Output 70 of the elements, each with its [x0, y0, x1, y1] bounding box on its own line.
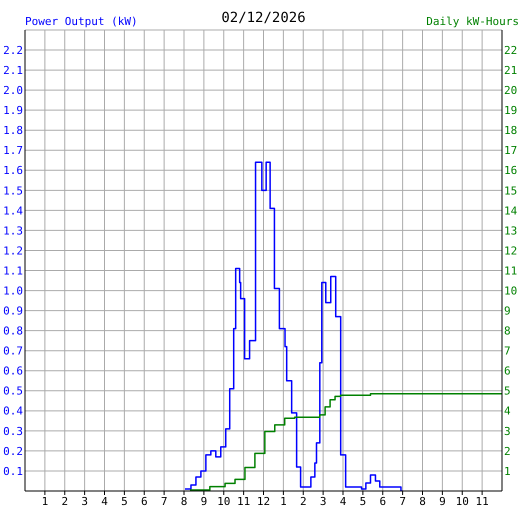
y2-tick-label: 21: [504, 64, 518, 77]
y-tick-label: 0.5: [3, 384, 23, 398]
y-tick-label: 0.2: [3, 444, 23, 458]
x-tick-label: 7: [399, 494, 406, 508]
y-tick-label: 1.6: [3, 164, 23, 178]
x-tick-label: 9: [200, 494, 208, 508]
y2-tick-label: 13: [504, 224, 518, 238]
x-tick-label: 6: [140, 494, 148, 508]
y2-tick-label: 5: [504, 384, 511, 398]
x-tick-label: 8: [180, 494, 188, 508]
y-tick-label: 1.2: [3, 244, 23, 258]
y2-tick-label: 9: [504, 304, 511, 318]
y-tick-label: 0.9: [3, 304, 23, 318]
x-tick-label: 3: [320, 494, 326, 508]
y-axis-title: Power Output (kW): [25, 15, 138, 28]
chart-title: 02/12/2026: [221, 10, 306, 26]
y2-tick-label: 6: [504, 364, 511, 378]
x-tick-label: 2: [300, 494, 307, 508]
x-tick-label: 1: [42, 494, 48, 508]
y2-tick-label: 12: [504, 244, 518, 258]
y2-tick-label: 18: [504, 124, 518, 138]
x-tick-label: 6: [379, 494, 386, 508]
y2-tick-label: 20: [504, 84, 518, 98]
x-tick-label: 8: [419, 494, 426, 508]
x-tick-label: 10: [217, 494, 230, 508]
y-tick-label: 0.6: [3, 364, 23, 378]
y2-tick-label: 14: [504, 204, 518, 218]
y2-tick-label: 16: [504, 164, 518, 178]
x-tick-label: 11: [237, 494, 250, 508]
y2-tick-label: 22: [504, 44, 518, 57]
x-tick-label: 1: [280, 494, 287, 508]
y-tick-label: 0.1: [3, 464, 23, 478]
y-tick-label: 1.4: [3, 204, 24, 218]
y2-tick-label: 4: [504, 404, 511, 418]
x-tick-label: 5: [121, 494, 128, 508]
y-tick-label: 2.2: [3, 44, 23, 57]
y-tick-label: 1.5: [3, 184, 23, 198]
y2-tick-label: 7: [504, 344, 511, 358]
x-tick-label: 3: [81, 494, 88, 508]
y2-tick-label: 19: [504, 104, 518, 118]
y-tick-label: 1.9: [3, 104, 23, 118]
x-tick-label: 9: [439, 494, 446, 508]
y2-tick-label: 17: [504, 144, 518, 158]
x-tick-label: 4: [340, 494, 347, 508]
x-tick-label: 2: [61, 494, 68, 508]
y2-tick-label: 15: [504, 184, 518, 198]
y-tick-label: 0.3: [3, 424, 23, 438]
y2-tick-label: 2: [504, 444, 511, 458]
y-tick-label: 1.7: [3, 144, 23, 158]
y2-tick-label: 10: [504, 284, 518, 298]
x-tick-label: 10: [456, 494, 469, 508]
x-tick-label: 7: [160, 494, 168, 508]
x-tick-label: 11: [476, 494, 489, 508]
y-tick-label: 1.0: [3, 284, 23, 298]
y2-tick-label: 1: [504, 464, 511, 478]
y-tick-label: 1.3: [3, 224, 23, 238]
y-tick-label: 0.4: [3, 404, 24, 418]
y2-tick-label: 11: [504, 264, 518, 278]
y2-tick-label: 8: [504, 324, 511, 338]
y-tick-label: 1.1: [3, 264, 23, 278]
x-tick-label: 5: [360, 494, 366, 508]
y2-axis-title: Daily kW-Hours: [426, 15, 519, 28]
y-tick-label: 0.8: [3, 324, 23, 338]
y-tick-label: 2.0: [3, 84, 23, 98]
x-tick-label: 4: [101, 494, 108, 508]
y2-tick-label: 3: [504, 424, 511, 438]
y-tick-label: 0.7: [3, 344, 23, 358]
y-tick-label: 2.1: [3, 64, 23, 77]
x-tick-label: 12: [256, 494, 270, 508]
y-tick-label: 1.8: [3, 124, 23, 138]
